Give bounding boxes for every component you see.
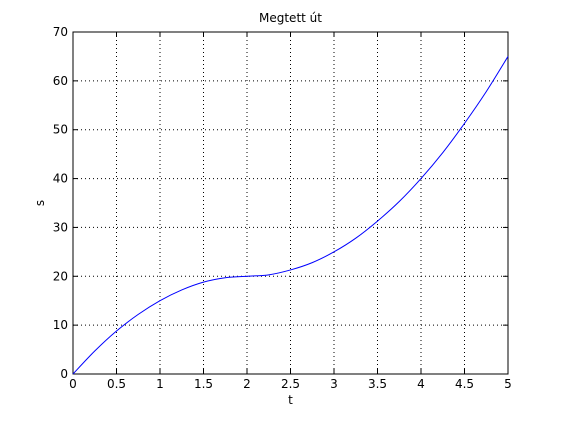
x-tick-label: 1 <box>156 377 164 391</box>
y-tick-label: 60 <box>53 74 68 88</box>
chart-title: Megtett út <box>259 11 322 25</box>
x-tick-label: 1.5 <box>194 377 213 391</box>
series-layer <box>72 56 509 375</box>
y-tick-label: 50 <box>53 123 68 137</box>
x-tick-label: 3.5 <box>368 377 387 391</box>
x-axis-label: t <box>288 393 293 407</box>
y-tick-label: 0 <box>60 367 68 381</box>
x-tick-label: 0.5 <box>107 377 126 391</box>
x-tick-label: 5 <box>504 377 512 391</box>
y-axis-label: s <box>33 200 47 206</box>
y-tick-label: 40 <box>53 172 68 186</box>
y-tick-label: 20 <box>53 269 68 283</box>
plot-frame <box>72 31 509 375</box>
x-tick-label: 2.5 <box>281 377 300 391</box>
x-tick-label: 2 <box>243 377 251 391</box>
y-tick-label: 30 <box>53 220 68 234</box>
ticks <box>72 31 509 375</box>
series-line <box>72 56 509 375</box>
x-tick-label: 4.5 <box>455 377 474 391</box>
y-tick-label: 10 <box>53 318 68 332</box>
x-tick-label: 4 <box>417 377 425 391</box>
x-tick-label: 0 <box>69 377 77 391</box>
y-tick-label: 70 <box>53 25 68 39</box>
grid <box>73 32 508 374</box>
x-tick-label: 3 <box>330 377 338 391</box>
